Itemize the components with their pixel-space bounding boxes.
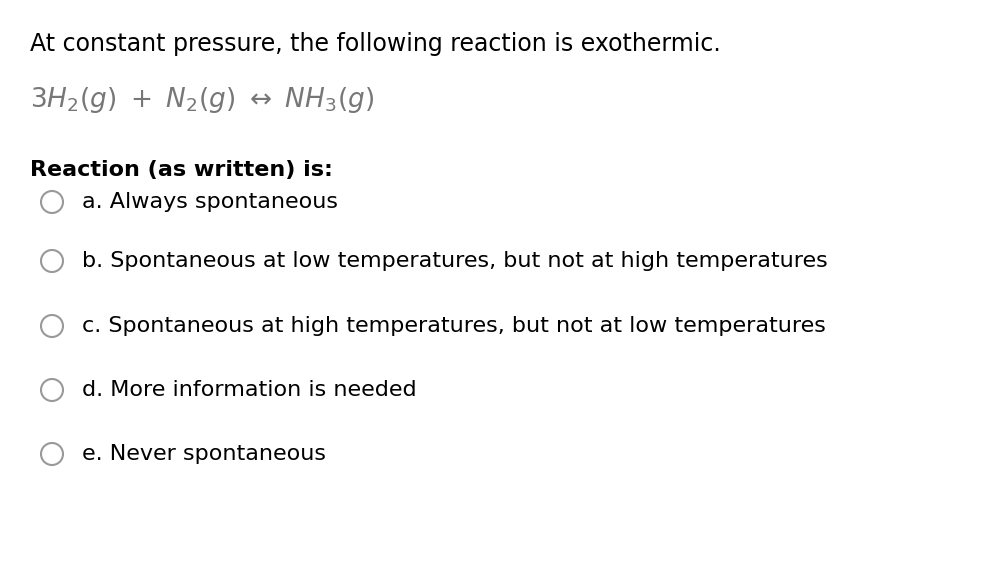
Text: b. Spontaneous at low temperatures, but not at high temperatures: b. Spontaneous at low temperatures, but …	[82, 251, 827, 271]
Text: $\mathit{3H_2(g)\ +\ N_2(g)\ \leftrightarrow\ NH_3(g)}$: $\mathit{3H_2(g)\ +\ N_2(g)\ \leftrighta…	[30, 85, 374, 115]
Text: Reaction (as written) is:: Reaction (as written) is:	[30, 160, 333, 180]
Text: c. Spontaneous at high temperatures, but not at low temperatures: c. Spontaneous at high temperatures, but…	[82, 316, 826, 336]
Text: a. Always spontaneous: a. Always spontaneous	[82, 192, 338, 212]
Text: At constant pressure, the following reaction is exothermic.: At constant pressure, the following reac…	[30, 32, 721, 56]
Text: d. More information is needed: d. More information is needed	[82, 380, 417, 400]
Text: e. Never spontaneous: e. Never spontaneous	[82, 444, 326, 464]
